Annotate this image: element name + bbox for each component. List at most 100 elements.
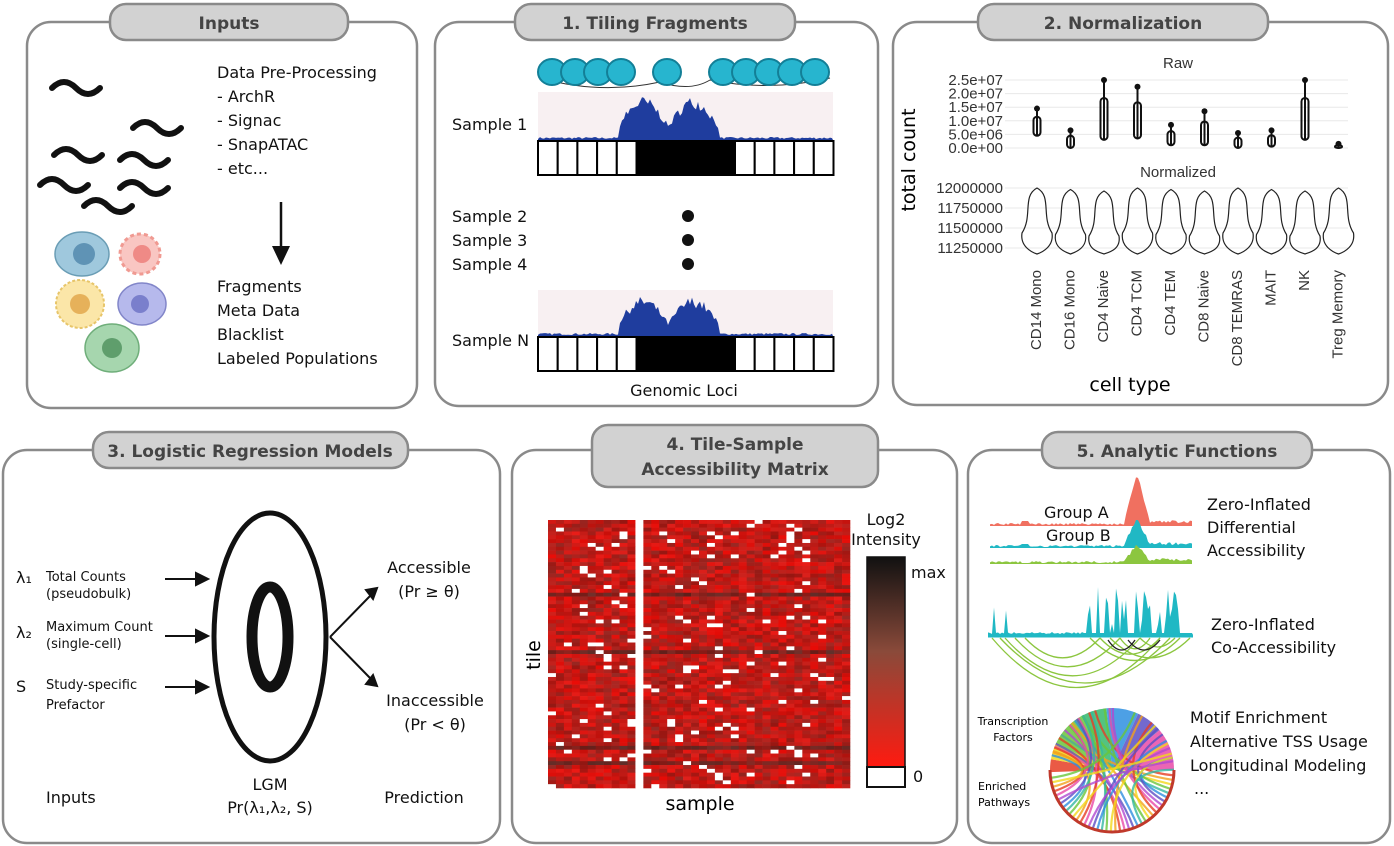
heatmap-cell <box>651 550 660 555</box>
heatmap-cell <box>683 615 692 620</box>
heatmap-cell <box>691 634 700 639</box>
heatmap-cell <box>659 784 668 789</box>
heatmap-cell <box>738 600 747 605</box>
heatmap-cell <box>818 699 827 705</box>
heatmap-cell <box>762 745 771 751</box>
heatmap-cell <box>691 615 700 620</box>
footer-inputs: Inputs <box>46 788 96 807</box>
heatmap-cell <box>810 527 819 532</box>
heatmap-cell <box>611 745 620 751</box>
heatmap-cell <box>842 562 851 567</box>
heatmap-cell <box>738 627 747 632</box>
heatmap-cell <box>667 554 676 559</box>
heatmap-cell <box>675 719 684 724</box>
heatmap-cell <box>635 680 644 685</box>
heatmap-cell <box>778 608 787 613</box>
heatmap-cell <box>770 596 779 601</box>
heatmap-cell <box>738 665 747 670</box>
heatmap-cell <box>603 696 612 701</box>
heatmap-cell <box>794 654 803 659</box>
heatmap-cell <box>691 611 700 617</box>
heatmap-cell <box>635 615 644 620</box>
heatmap-cell <box>619 596 628 601</box>
heatmap-cell <box>834 719 843 724</box>
heatmap-cell <box>603 577 612 582</box>
heatmap-cell <box>730 527 740 532</box>
heatmap-cell <box>834 535 843 540</box>
heatmap-cell <box>746 699 755 705</box>
heatmap-cell <box>643 673 652 678</box>
heatmap-cell <box>627 669 636 674</box>
heatmap-cell <box>802 565 811 571</box>
heatmap-cell <box>643 722 652 728</box>
heatmap-cell <box>548 772 557 777</box>
heatmap-cell <box>842 608 851 613</box>
heatmap-cell <box>754 573 763 578</box>
heatmap-cell <box>667 600 676 605</box>
heatmap-cell <box>778 684 787 689</box>
heatmap-cell <box>730 696 740 701</box>
heatmap-cell <box>738 765 747 770</box>
genomic-tile <box>694 336 717 372</box>
heatmap-cell <box>651 738 660 743</box>
heatmap-cell <box>842 623 851 628</box>
heatmap-cell <box>579 531 589 536</box>
heatmap-cell <box>706 719 716 724</box>
genomic-tile <box>714 336 736 372</box>
heatmap-cell <box>834 531 843 536</box>
heatmap-cell <box>651 539 660 544</box>
heatmap-cell <box>706 661 716 666</box>
heatmap-cell <box>587 638 596 643</box>
heatmap-cell <box>579 539 589 544</box>
heatmap-cell <box>691 646 700 651</box>
heatmap-cell <box>571 711 581 716</box>
heatmap-cell <box>794 592 803 597</box>
heatmap-cell <box>802 619 811 624</box>
heatmap-cell <box>826 745 835 751</box>
heatmap-cell <box>563 611 573 617</box>
heatmap-cell <box>802 627 811 632</box>
heatmap-cell <box>643 539 652 544</box>
heatmap-cell <box>627 657 636 662</box>
heatmap-cell <box>603 569 612 574</box>
heatmap-cell <box>794 715 803 720</box>
heatmap-cell <box>627 619 636 624</box>
heatmap-cell <box>802 531 811 536</box>
heatmap-cell <box>683 565 692 571</box>
heatmap-cell <box>794 562 803 567</box>
heatmap-cell <box>738 535 747 540</box>
heatmap-cell <box>675 535 684 540</box>
heatmap-cell <box>643 715 652 720</box>
heatmap-cell <box>691 738 700 743</box>
heatmap-cell <box>762 638 771 643</box>
heatmap-cell <box>770 638 779 643</box>
heatmap-cell <box>563 542 573 548</box>
heatmap-cell <box>611 780 620 785</box>
heatmap-cell <box>635 631 644 636</box>
function-item: Longitudinal Modeling <box>1190 756 1366 775</box>
heatmap-cell <box>754 650 763 655</box>
heatmap-cell <box>651 631 660 636</box>
heatmap-cell <box>818 768 827 773</box>
heatmap-cell <box>818 539 827 544</box>
heatmap-cell <box>611 581 620 586</box>
normalized-violin <box>1054 188 1087 255</box>
heatmap-cell <box>587 669 596 674</box>
heatmap-cell <box>563 738 573 743</box>
heatmap-cell <box>627 688 636 693</box>
heatmap-cell <box>810 596 819 601</box>
heatmap-cell <box>563 638 573 643</box>
heatmap-cell <box>754 523 763 528</box>
heatmap-cell <box>619 688 628 693</box>
heatmap-cell <box>555 684 565 689</box>
heatmap-cell <box>659 596 668 601</box>
heatmap-cell <box>659 757 668 762</box>
heatmap-cell <box>587 711 596 716</box>
heatmap-cell <box>730 546 740 551</box>
heatmap-cell <box>699 604 708 609</box>
heatmap-cell <box>571 669 581 674</box>
heatmap-cell <box>810 565 819 571</box>
heatmap-cell <box>794 565 803 571</box>
heatmap-cell <box>611 527 620 532</box>
heatmap-cell <box>826 657 835 662</box>
